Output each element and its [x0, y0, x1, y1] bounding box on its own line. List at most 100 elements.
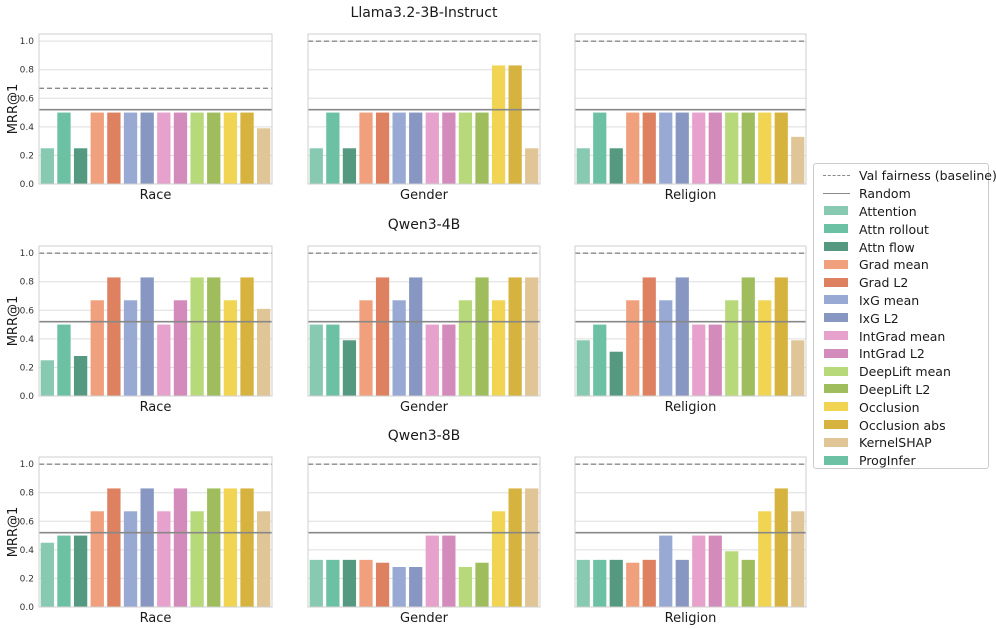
bar-attention [309, 148, 323, 184]
bar-deeplift-mean [725, 551, 739, 607]
legend-key [823, 205, 850, 217]
bar-grad-l2 [375, 277, 390, 396]
panel-frame [307, 33, 541, 185]
x-axis-label: Gender [400, 188, 449, 203]
bar-intgrad-l2 [442, 324, 456, 396]
y-tick-label: 0.8 [20, 66, 35, 76]
bar-attn-rollout [593, 112, 607, 184]
legend-key [823, 348, 850, 360]
x-axis-label: Gender [400, 611, 449, 626]
legend-label: DeepLift mean [859, 364, 951, 380]
legend-key [823, 419, 850, 431]
bar-occlusion [491, 300, 506, 396]
legend-key [823, 312, 850, 324]
y-tick-label: 0.0 [20, 180, 35, 190]
bar-occlusion-abs [240, 277, 254, 396]
x-axis-label: Religion [665, 611, 717, 626]
bar-kernelshap [257, 511, 271, 607]
legend-label: KernelSHAP [859, 435, 932, 451]
legend-item-deeplift-l2: DeepLift L2 [823, 381, 988, 399]
legend-label: Occlusion abs [859, 417, 946, 433]
y-tick-label: 0.4 [20, 546, 35, 556]
bar-grad-mean [90, 112, 104, 184]
bar-occlusion [758, 112, 772, 184]
bar-grad-l2 [107, 488, 121, 607]
legend-key [823, 223, 850, 235]
bar-occlusion [491, 511, 506, 607]
bar-attn-flow [609, 148, 623, 184]
bar-grad-l2 [642, 559, 656, 607]
panel-frame [307, 456, 541, 608]
bar-attention [40, 360, 54, 396]
legend-label: Grad mean [859, 257, 929, 273]
legend-label: IxG mean [859, 292, 920, 308]
bar-occlusion [223, 112, 238, 184]
legend-label: IntGrad mean [859, 328, 946, 344]
bar-ixg-l2 [675, 112, 689, 184]
y-tick-label: 0.6 [20, 306, 35, 316]
bar-occlusion-abs [508, 65, 522, 184]
bar-attn-flow [73, 535, 88, 607]
bar-intgrad-l2 [173, 300, 188, 396]
legend-item-occlusion: Occlusion [823, 398, 988, 416]
legend-item-proginfer: ProgInfer [823, 452, 988, 470]
panel-frame [307, 245, 541, 397]
bar-kernelshap [791, 340, 805, 396]
legend-key [823, 277, 850, 289]
x-axis-label: Race [140, 400, 172, 415]
legend-key [823, 330, 850, 342]
bar-intgrad-mean [157, 112, 171, 184]
bar-ixg-l2 [675, 277, 689, 396]
panel-frame [574, 33, 807, 185]
bar-deeplift-mean [458, 567, 473, 607]
legend-key [823, 188, 850, 200]
bar-occlusion-abs [508, 488, 522, 607]
legend-item-random: Random [823, 185, 988, 203]
legend-key [823, 366, 850, 378]
y-tick-label: 0.0 [20, 603, 35, 613]
bar-attn-rollout [593, 324, 607, 396]
bar-occlusion-abs [774, 488, 788, 607]
legend-item-intgrad-l2: IntGrad L2 [823, 345, 988, 363]
bar-kernelshap [525, 488, 539, 607]
bar-ixg-mean [659, 535, 673, 607]
legend-key [823, 241, 850, 253]
bar-grad-l2 [107, 112, 121, 184]
bar-occlusion [223, 300, 238, 396]
panel-frame [574, 245, 807, 397]
bar-attention [40, 542, 54, 607]
legend-item-kernelshap: KernelSHAP [823, 434, 988, 452]
bar-occlusion-abs [774, 277, 788, 396]
bar-kernelshap [525, 148, 539, 184]
row-title: Qwen3-4B [388, 217, 460, 233]
legend-label: Attn rollout [859, 221, 929, 237]
bar-ixg-l2 [140, 277, 154, 396]
bar-ixg-mean [123, 112, 138, 184]
x-axis-label: Race [140, 611, 172, 626]
bar-deeplift-l2 [741, 559, 755, 607]
bar-deeplift-mean [458, 112, 473, 184]
legend-key [823, 294, 850, 306]
y-tick-label: 0.2 [20, 363, 34, 373]
legend-label: Attention [859, 203, 917, 219]
bar-ixg-mean [659, 300, 673, 396]
bar-attention [309, 324, 323, 396]
bar-kernelshap [791, 511, 805, 607]
bar-deeplift-l2 [741, 277, 755, 396]
bar-ixg-l2 [409, 112, 423, 184]
x-axis-label: Race [140, 188, 172, 203]
bar-deeplift-l2 [475, 277, 489, 396]
bar-intgrad-mean [425, 112, 439, 184]
bar-grad-mean [90, 300, 104, 396]
y-tick-label: 0.8 [20, 278, 35, 288]
legend-label: Attn flow [859, 239, 915, 255]
legend-label: IxG L2 [859, 310, 899, 326]
bar-intgrad-mean [692, 112, 706, 184]
legend-label: Occlusion [859, 399, 920, 415]
legend-key [823, 170, 850, 182]
bar-grad-mean [626, 562, 640, 607]
bar-intgrad-mean [157, 511, 171, 607]
bar-attn-flow [73, 148, 88, 184]
bar-attn-flow [342, 559, 357, 607]
bar-intgrad-l2 [173, 488, 188, 607]
